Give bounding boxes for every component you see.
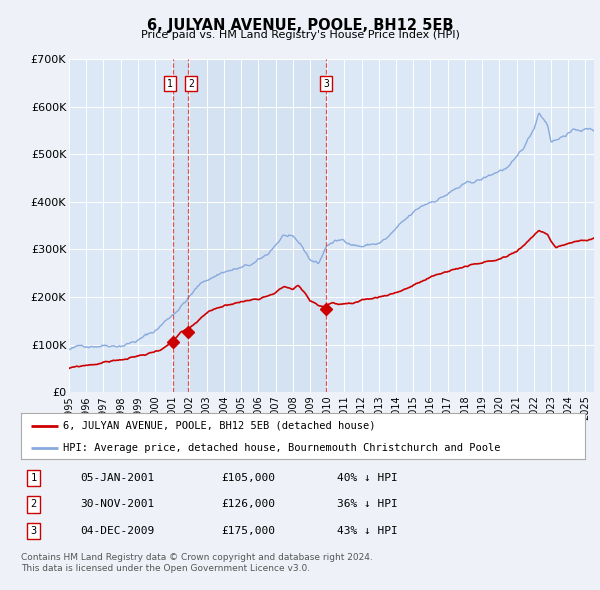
Text: 3: 3	[30, 526, 37, 536]
Text: 2: 2	[30, 500, 37, 509]
Text: HPI: Average price, detached house, Bournemouth Christchurch and Poole: HPI: Average price, detached house, Bour…	[64, 442, 501, 453]
Text: 3: 3	[323, 78, 329, 88]
Bar	[173, 59, 326, 392]
Text: 1: 1	[167, 78, 173, 88]
Text: 04-DEC-2009: 04-DEC-2009	[80, 526, 154, 536]
Text: 2: 2	[188, 78, 194, 88]
Text: Price paid vs. HM Land Registry's House Price Index (HPI): Price paid vs. HM Land Registry's House …	[140, 30, 460, 40]
Text: Contains HM Land Registry data © Crown copyright and database right 2024.
This d: Contains HM Land Registry data © Crown c…	[21, 553, 373, 573]
Text: 40% ↓ HPI: 40% ↓ HPI	[337, 473, 398, 483]
Text: 1: 1	[30, 473, 37, 483]
Text: 30-NOV-2001: 30-NOV-2001	[80, 500, 154, 509]
Text: 36% ↓ HPI: 36% ↓ HPI	[337, 500, 398, 509]
Text: 05-JAN-2001: 05-JAN-2001	[80, 473, 154, 483]
Text: 6, JULYAN AVENUE, POOLE, BH12 5EB (detached house): 6, JULYAN AVENUE, POOLE, BH12 5EB (detac…	[64, 421, 376, 431]
Text: £105,000: £105,000	[221, 473, 275, 483]
Text: £175,000: £175,000	[221, 526, 275, 536]
Text: £126,000: £126,000	[221, 500, 275, 509]
Text: 43% ↓ HPI: 43% ↓ HPI	[337, 526, 398, 536]
Text: 6, JULYAN AVENUE, POOLE, BH12 5EB: 6, JULYAN AVENUE, POOLE, BH12 5EB	[147, 18, 453, 32]
